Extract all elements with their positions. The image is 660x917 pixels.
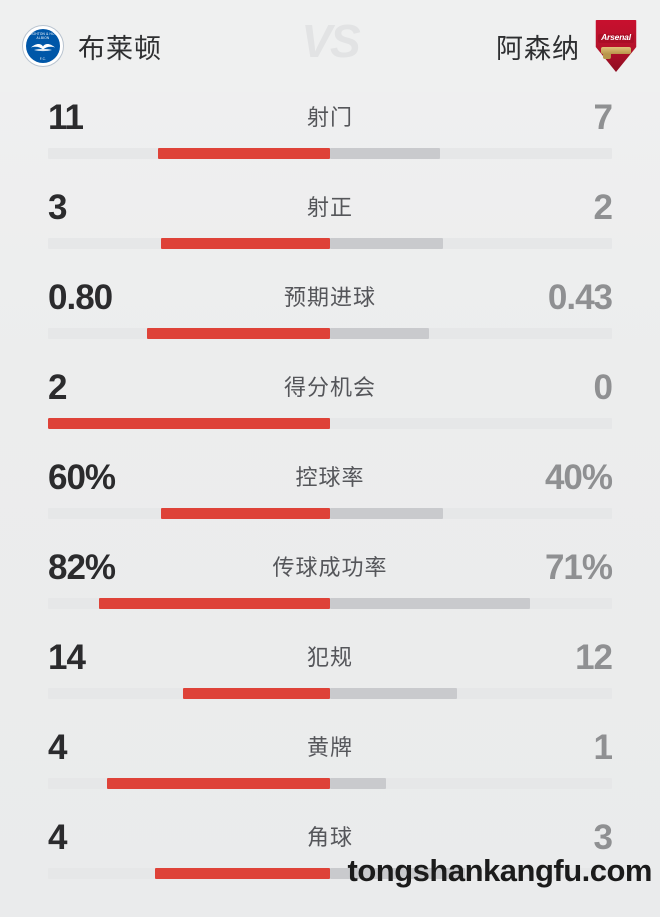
home-value: 4 bbox=[48, 728, 67, 767]
stat-row: 11 射门 7 bbox=[0, 92, 660, 182]
home-bar-fill bbox=[98, 598, 330, 609]
away-value: 0.43 bbox=[547, 278, 613, 317]
stat-row: 14 犯规 12 bbox=[0, 632, 660, 722]
brighton-crest-top-text: BRIGHTON & HOVE ALBION bbox=[26, 32, 60, 40]
away-value: 7 bbox=[593, 98, 613, 137]
home-bar-fill bbox=[157, 148, 330, 159]
match-header: BRIGHTON & HOVE ALBION F.C. 布莱顿 VS 阿森纳 A… bbox=[0, 0, 660, 92]
away-team-name: 阿森纳 bbox=[496, 33, 580, 64]
stat-bar-track bbox=[48, 328, 612, 339]
stat-row: 4 黄牌 1 bbox=[0, 722, 660, 812]
arsenal-crest-icon: Arsenal bbox=[594, 20, 638, 72]
home-value: 2 bbox=[48, 368, 67, 407]
stat-bar-track bbox=[48, 688, 612, 699]
away-bar-fill bbox=[330, 328, 429, 339]
arsenal-crest-text: Arsenal bbox=[601, 31, 631, 42]
home-bar-fill bbox=[107, 778, 330, 789]
away-bar-fill bbox=[330, 598, 531, 609]
home-bar-fill bbox=[160, 508, 330, 519]
home-value: 0.80 bbox=[48, 278, 113, 317]
brighton-crest-bottom-text: F.C. bbox=[39, 57, 47, 61]
stat-row: 0.80 预期进球 0.43 bbox=[0, 272, 660, 362]
stat-label: 犯规 bbox=[306, 645, 353, 670]
away-value: 1 bbox=[593, 728, 613, 767]
away-value: 71% bbox=[544, 548, 613, 587]
away-bar-fill bbox=[330, 508, 443, 519]
stat-bar-track bbox=[48, 598, 612, 609]
stat-row: 4 角球 3 bbox=[0, 812, 660, 902]
home-bar-fill bbox=[48, 418, 330, 429]
cannon-icon bbox=[601, 47, 631, 60]
away-value: 0 bbox=[593, 368, 613, 407]
stat-label: 角球 bbox=[306, 825, 353, 850]
away-value: 3 bbox=[593, 818, 613, 857]
home-value: 82% bbox=[48, 548, 116, 587]
away-value: 40% bbox=[544, 458, 613, 497]
stat-bar-track bbox=[48, 508, 612, 519]
stat-bar-track bbox=[48, 778, 612, 789]
away-team[interactable]: 阿森纳 Arsenal bbox=[496, 20, 638, 72]
stat-bar-track bbox=[48, 418, 612, 429]
stat-label: 得分机会 bbox=[283, 375, 376, 400]
stat-label: 黄牌 bbox=[306, 735, 353, 760]
seagull-icon bbox=[31, 43, 55, 51]
stat-label: 控球率 bbox=[295, 465, 365, 490]
away-value: 12 bbox=[575, 638, 613, 677]
away-bar-fill bbox=[330, 238, 443, 249]
home-bar-fill bbox=[146, 328, 330, 339]
stat-row: 2 得分机会 0 bbox=[0, 362, 660, 452]
brighton-crest-icon: BRIGHTON & HOVE ALBION F.C. bbox=[22, 25, 64, 67]
stat-row: 82% 传球成功率 71% bbox=[0, 542, 660, 632]
stat-bar-track bbox=[48, 148, 612, 159]
home-team-name: 布莱顿 bbox=[78, 33, 162, 64]
home-value: 11 bbox=[48, 98, 84, 137]
stat-bar-track bbox=[48, 868, 612, 879]
stat-label: 预期进球 bbox=[283, 285, 376, 310]
home-value: 4 bbox=[48, 818, 67, 857]
home-value: 60% bbox=[48, 458, 116, 497]
away-bar-fill bbox=[330, 868, 466, 879]
stat-label: 射门 bbox=[306, 105, 353, 130]
away-bar-fill bbox=[330, 778, 387, 789]
home-team[interactable]: BRIGHTON & HOVE ALBION F.C. 布莱顿 bbox=[22, 25, 162, 67]
away-bar-fill bbox=[330, 148, 440, 159]
stat-bar-track bbox=[48, 238, 612, 249]
away-bar-fill bbox=[330, 688, 457, 699]
stat-label: 传球成功率 bbox=[272, 555, 388, 580]
stat-row: 60% 控球率 40% bbox=[0, 452, 660, 542]
home-bar-fill bbox=[160, 238, 330, 249]
stats-list: 11 射门 7 3 射正 2 0.80 预期进球 0.43 2 得分机会 0 60% 控球率 40% 82% 传… bbox=[0, 92, 660, 902]
home-value: 3 bbox=[48, 188, 67, 227]
away-value: 2 bbox=[593, 188, 613, 227]
home-bar-fill bbox=[183, 688, 330, 699]
home-value: 14 bbox=[48, 638, 86, 677]
home-bar-fill bbox=[155, 868, 330, 879]
stat-label: 射正 bbox=[306, 195, 353, 220]
stat-row: 3 射正 2 bbox=[0, 182, 660, 272]
